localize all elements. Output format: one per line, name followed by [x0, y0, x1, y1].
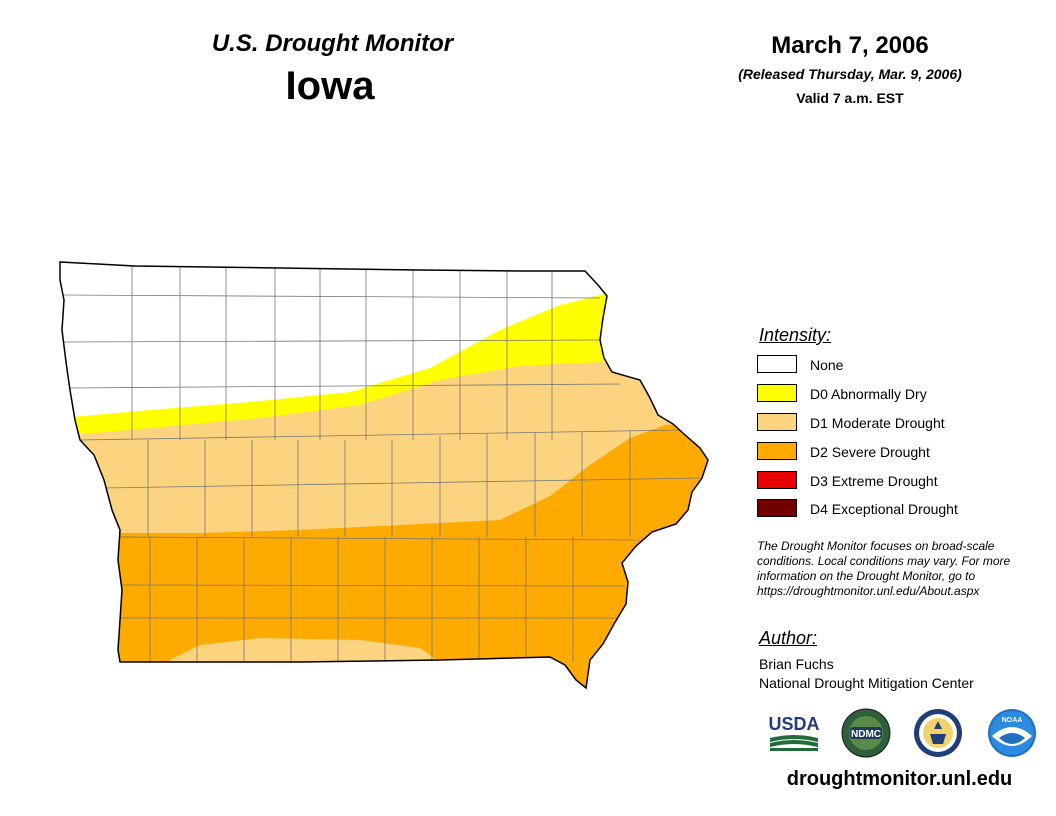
- legend-swatch-none: [757, 355, 797, 373]
- legend-label-d1: D1 Moderate Drought: [810, 415, 945, 431]
- d2-severe-drought-area: [60, 420, 708, 688]
- ndmc-logo-text: NDMC: [851, 729, 881, 740]
- legend-swatch-d0: [757, 384, 797, 402]
- legend-label-d4: D4 Exceptional Drought: [810, 501, 958, 517]
- legend-label-d0: D0 Abnormally Dry: [810, 386, 927, 402]
- map-product-title: U.S. Drought Monitor: [211, 30, 454, 57]
- map-state-title: Iowa: [285, 64, 375, 108]
- noaa-logo: NOAA: [987, 708, 1037, 758]
- legend-swatch-d3: [757, 471, 797, 489]
- author-heading: Author:: [759, 628, 818, 648]
- ndmc-logo-icon: NDMC: [841, 708, 891, 758]
- noaa-logo-text: NOAA: [1002, 717, 1023, 724]
- legend-label-none: None: [810, 357, 844, 373]
- iowa-drought-map: [59, 261, 709, 689]
- footer-url-link[interactable]: droughtmonitor.unl.edu: [786, 768, 1013, 790]
- legend-label-d3: D3 Extreme Drought: [810, 473, 938, 489]
- doc-logo: [913, 708, 963, 758]
- disclaimer-text: The Drought Monitor focuses on broad-sca…: [757, 539, 1011, 598]
- legend-swatch-d1: [757, 413, 797, 431]
- release-note: (Released Thursday, Mar. 9, 2006): [738, 66, 962, 82]
- legend-title: Intensity:: [759, 325, 832, 345]
- author-name: Brian Fuchs: [759, 656, 834, 672]
- county-lines: [61, 265, 701, 662]
- doc-seal-icon: [914, 709, 962, 757]
- usda-logo-icon: USDA: [768, 714, 820, 751]
- map-date: March 7, 2006: [771, 32, 929, 59]
- d1-moderate-drought-south-area: [170, 638, 440, 662]
- usda-logo-text: USDA: [768, 714, 819, 734]
- legend-label-d2: D2 Severe Drought: [810, 444, 930, 460]
- author-organization: National Drought Mitigation Center: [759, 675, 974, 691]
- valid-time: Valid 7 a.m. EST: [796, 90, 904, 106]
- noaa-logo-icon: NOAA: [988, 709, 1036, 757]
- legend-swatch-d2: [757, 442, 797, 460]
- legend-swatch-d4: [757, 499, 797, 517]
- ndmc-logo: NDMC: [841, 708, 891, 758]
- usda-logo: USDA: [766, 710, 822, 752]
